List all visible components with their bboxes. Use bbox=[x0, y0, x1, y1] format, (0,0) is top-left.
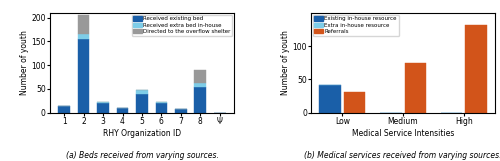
Y-axis label: Number of youth: Number of youth bbox=[20, 30, 28, 95]
Bar bbox=[194, 83, 206, 87]
Bar bbox=[136, 94, 148, 113]
Bar bbox=[175, 109, 186, 113]
Bar bbox=[97, 103, 109, 113]
Bar bbox=[466, 25, 486, 113]
Text: (b) Medical services received from varying sources.: (b) Medical services received from varyi… bbox=[304, 151, 500, 160]
Legend: Existing in-house resource, Extra in-house resource, Referrals: Existing in-house resource, Extra in-hou… bbox=[313, 14, 398, 36]
Bar bbox=[58, 106, 70, 113]
Bar bbox=[136, 90, 148, 94]
Y-axis label: Number of youth: Number of youth bbox=[280, 30, 289, 95]
Legend: Received existing bed, Received extra bed in-house, Directed to the overflow she: Received existing bed, Received extra be… bbox=[132, 14, 232, 36]
X-axis label: Medical Service Intensities: Medical Service Intensities bbox=[352, 129, 454, 138]
Bar bbox=[78, 39, 90, 113]
Text: (a) Beds received from varying sources.: (a) Beds received from varying sources. bbox=[66, 151, 218, 160]
Bar bbox=[344, 92, 365, 113]
Bar bbox=[78, 15, 90, 34]
Bar bbox=[156, 102, 167, 103]
Bar bbox=[156, 103, 167, 113]
Bar bbox=[116, 108, 128, 113]
Bar bbox=[194, 70, 206, 83]
Bar bbox=[194, 87, 206, 113]
Bar bbox=[404, 63, 426, 113]
X-axis label: RHY Organization ID: RHY Organization ID bbox=[103, 129, 181, 138]
Bar bbox=[320, 85, 340, 113]
Bar bbox=[97, 102, 109, 103]
Bar bbox=[78, 34, 90, 39]
